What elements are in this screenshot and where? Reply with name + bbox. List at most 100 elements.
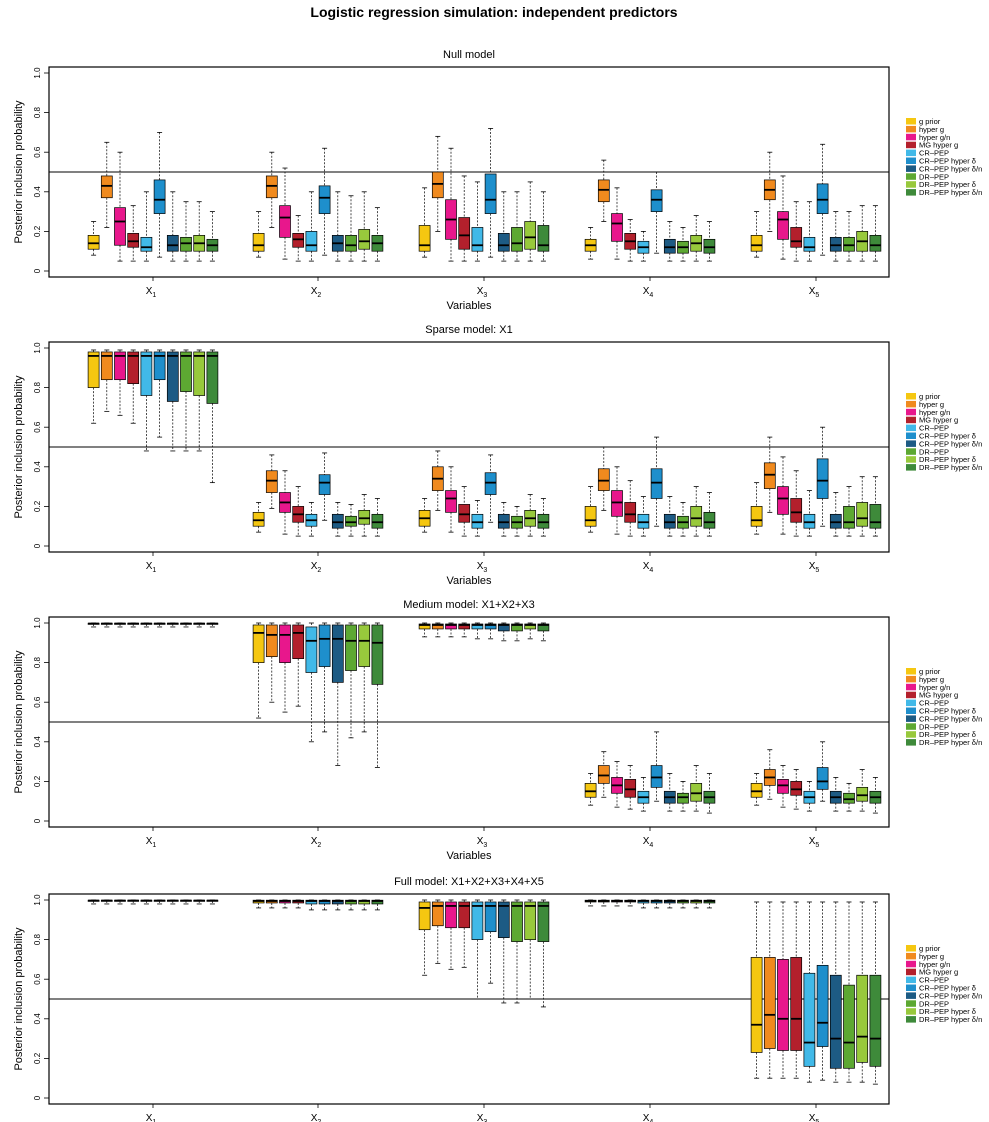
panel-4: Full model: X1+X2+X3+X4+X5 0 0.2 0.4 0.6 0.8 1… xyxy=(13,876,982,1122)
legend-label: CR–PEP hyper δ/n xyxy=(919,439,982,448)
box-X4-9 xyxy=(690,486,703,537)
box-X3-10 xyxy=(537,622,550,642)
box-X1-1 xyxy=(87,899,100,905)
box-X4-6 xyxy=(650,171,663,254)
box-X1-3 xyxy=(114,899,126,905)
box-X2-3 xyxy=(279,899,291,909)
x-tick-label: X3 xyxy=(477,1113,488,1122)
box-X2-7 xyxy=(331,502,344,537)
legend-label: hyper g/n xyxy=(919,133,950,142)
box-X2-10 xyxy=(371,498,384,537)
legend-label: CR–PEP hyper δ/n xyxy=(919,714,982,723)
box-X5-5 xyxy=(803,781,816,812)
y-tick-label: 0.8 xyxy=(33,656,42,668)
box-X5-4 xyxy=(790,901,803,1079)
box-X1-4 xyxy=(127,622,140,628)
box-X5-7 xyxy=(829,492,842,537)
box-X5-2 xyxy=(763,901,776,1079)
box-X2-5 xyxy=(305,502,318,537)
box-X2-3 xyxy=(279,167,291,260)
box-X1-8 xyxy=(180,201,192,262)
legend-swatch xyxy=(906,960,916,968)
box-X1-8 xyxy=(180,622,192,628)
box-X2-2 xyxy=(265,151,278,228)
legend-label: hyper g xyxy=(919,675,944,684)
box-X3-1 xyxy=(418,899,431,976)
box-X4-7 xyxy=(663,773,676,812)
y-tick-label: 1.0 xyxy=(33,342,42,354)
box-X3-4 xyxy=(458,175,471,262)
y-tick-label: 1.0 xyxy=(33,894,42,906)
box-X5-6 xyxy=(816,143,829,256)
box-X2-1 xyxy=(252,211,265,258)
legend-label: DR–PEP xyxy=(919,722,949,731)
box-X3-2 xyxy=(431,135,444,232)
x-tick-label: X3 xyxy=(477,836,488,849)
box-X5-10 xyxy=(869,777,882,814)
legend-label: MG hyper g xyxy=(919,416,958,425)
box-X3-5 xyxy=(471,622,484,640)
legend-label: MG hyper g xyxy=(919,968,958,977)
y-tick-label: 0.8 xyxy=(33,933,42,945)
legend-label: MG hyper g xyxy=(919,691,958,700)
y-tick-label: 0 xyxy=(33,818,42,823)
box-X1-2 xyxy=(100,622,113,628)
box-X1-4 xyxy=(127,899,140,905)
x-tick-label: X1 xyxy=(146,286,157,299)
box-X2-8 xyxy=(345,622,357,739)
box-X5-3 xyxy=(777,901,789,1079)
box-X5-8 xyxy=(843,782,855,812)
legend-label: CR–PEP xyxy=(919,424,949,433)
box-X2-9 xyxy=(358,899,371,911)
legend-swatch xyxy=(906,133,916,141)
box-X4-1 xyxy=(584,486,597,533)
legend-label: DR–PEP hyper δ xyxy=(919,455,976,464)
x-tick-label: X2 xyxy=(311,561,322,574)
legend-swatch xyxy=(906,408,916,416)
box-X2-2 xyxy=(265,622,278,703)
x-tick-label: X2 xyxy=(311,836,322,849)
box-X2-1 xyxy=(252,502,265,533)
x-tick-label: X5 xyxy=(809,836,820,849)
panel-2: Sparse model: X1 0 0.2 0.4 0.6 0.8 1.0 Posterio… xyxy=(13,324,982,587)
box-X3-3 xyxy=(445,147,457,262)
legend-swatch xyxy=(906,400,916,408)
box-X5-10 xyxy=(869,476,882,537)
legend-swatch xyxy=(906,1016,916,1023)
legend-label: CR–PEP hyper δ xyxy=(919,157,976,166)
box-X4-3 xyxy=(611,466,623,535)
legend-label: g prior xyxy=(919,392,941,401)
y-axis-label: Posterior inclusion probability xyxy=(13,375,25,519)
box-X1-4 xyxy=(127,205,140,262)
box-X5-7 xyxy=(829,211,842,262)
box-X5-3 xyxy=(777,175,789,260)
x-tick-label: X1 xyxy=(146,561,157,574)
box-X3-1 xyxy=(418,622,431,638)
box-X3-10 xyxy=(537,498,550,537)
legend-label: DR–PEP hyper δ xyxy=(919,180,976,189)
box-X4-9 xyxy=(690,765,703,812)
y-tick-label: 0.2 xyxy=(33,225,42,237)
x-tick-label: X5 xyxy=(809,1113,820,1122)
box-X5-7 xyxy=(829,901,842,1083)
box-X5-2 xyxy=(763,749,776,800)
legend-swatch xyxy=(906,731,916,738)
box-X2-10 xyxy=(371,622,384,768)
box-X3-2 xyxy=(431,899,444,964)
panel-title: Sparse model: X1 xyxy=(425,324,512,336)
x-axis-label: Variables xyxy=(446,850,492,862)
box-X3-7 xyxy=(497,191,510,262)
box-X5-1 xyxy=(750,482,763,535)
x-axis-label: Variables xyxy=(446,300,492,312)
y-tick-label: 0.4 xyxy=(33,461,42,473)
box-X4-10 xyxy=(703,492,716,537)
box-X1-10 xyxy=(206,899,219,905)
legend-swatch xyxy=(906,181,916,188)
x-tick-label: X1 xyxy=(146,1113,157,1122)
box-X3-5 xyxy=(471,899,484,1000)
y-tick-label: 0.8 xyxy=(33,381,42,393)
y-tick-label: 1.0 xyxy=(33,617,42,629)
box-X4-2 xyxy=(597,159,610,222)
legend-label: CR–PEP hyper δ xyxy=(919,984,976,993)
